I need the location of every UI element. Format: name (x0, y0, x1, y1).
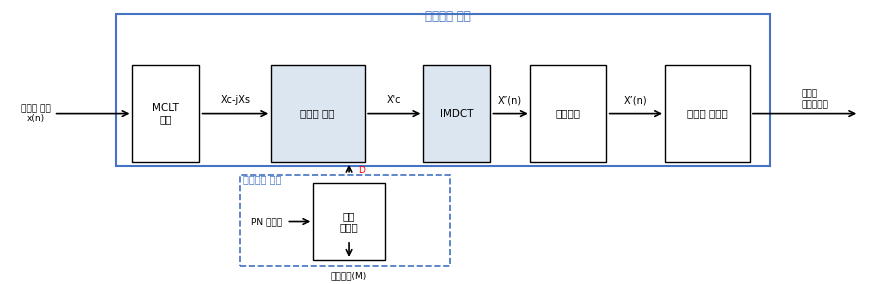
Text: X″(n): X″(n) (498, 95, 521, 105)
Text: 오디오 인코더: 오디오 인코더 (686, 108, 727, 119)
Text: MCLT
변환: MCLT 변환 (152, 103, 179, 124)
Text: X’(n): X’(n) (623, 95, 646, 105)
Bar (529, 65, 605, 162)
Text: PN 시퀀스: PN 시퀀스 (250, 217, 282, 226)
Text: 워터마크 생성: 워터마크 생성 (243, 175, 282, 185)
Bar (663, 65, 748, 162)
Text: 정보
인코더: 정보 인코더 (340, 211, 358, 232)
Text: D: D (358, 166, 365, 175)
Text: 입력정보(M): 입력정보(M) (331, 271, 367, 280)
Text: 중첩가산: 중첩가산 (555, 108, 580, 119)
Text: 비트열 삽입: 비트열 삽입 (300, 108, 334, 119)
Text: 오디오 신호
x(n): 오디오 신호 x(n) (21, 104, 51, 123)
Text: 워터마크 삽입: 워터마크 삽입 (424, 10, 470, 23)
Bar (270, 65, 365, 162)
Bar (116, 14, 769, 166)
Text: X'c: X'c (386, 95, 401, 105)
Text: 오디오
비트스트림: 오디오 비트스트림 (800, 90, 827, 109)
Bar (313, 183, 384, 260)
Text: IMDCT: IMDCT (439, 108, 473, 119)
Bar (132, 65, 198, 162)
Text: Xc-jXs: Xc-jXs (220, 95, 250, 105)
Bar (423, 65, 490, 162)
Bar (240, 175, 450, 266)
